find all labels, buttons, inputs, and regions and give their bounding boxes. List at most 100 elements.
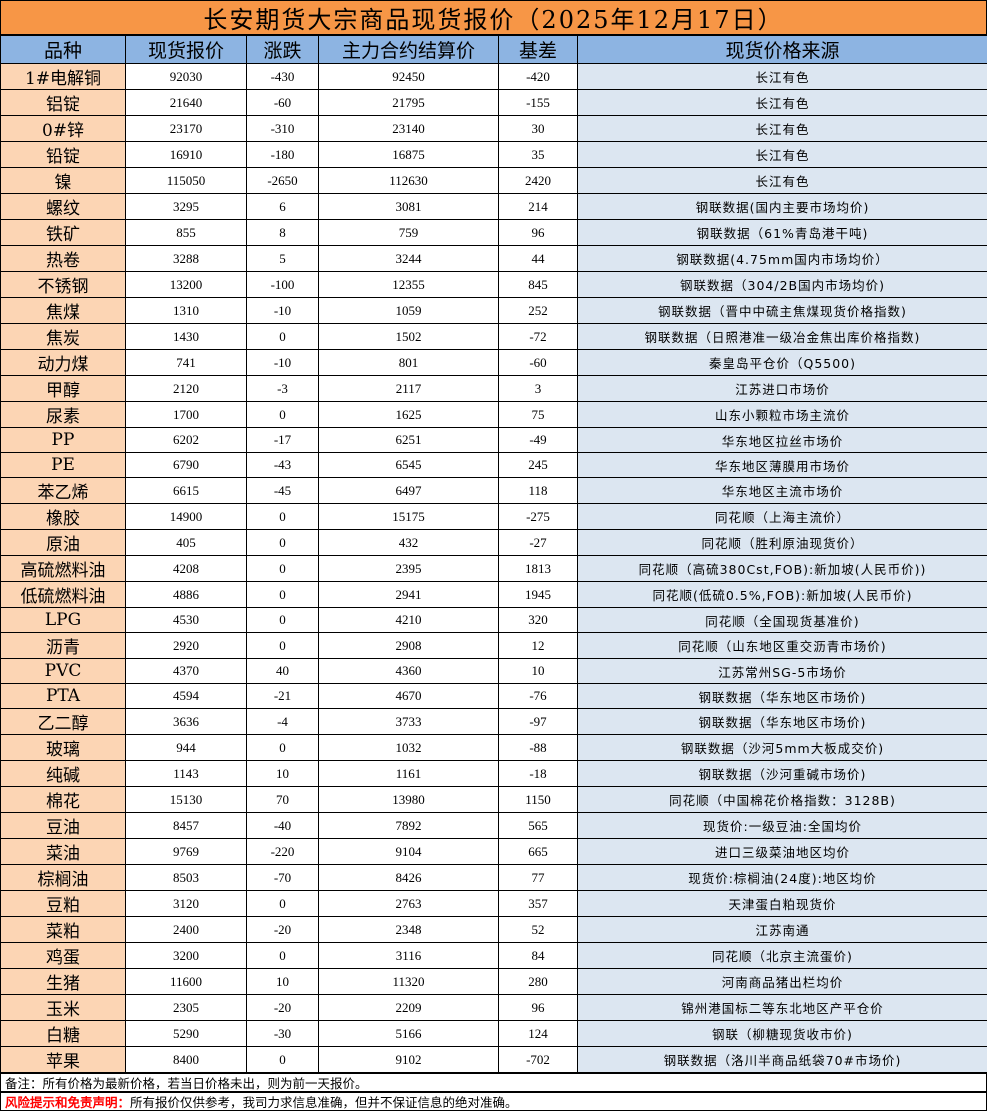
cell-spot-price: 741 bbox=[126, 350, 247, 376]
cell-basis: 52 bbox=[499, 917, 578, 943]
cell-change: 0 bbox=[247, 735, 319, 761]
cell-source: 秦皇岛平仓价（Q5500) bbox=[578, 350, 987, 376]
cell-basis: -420 bbox=[499, 64, 578, 90]
cell-change: -20 bbox=[247, 995, 319, 1021]
cell-basis: 320 bbox=[499, 608, 578, 633]
cell-spot-price: 855 bbox=[126, 220, 247, 246]
note: 备注：所有价格为最新价格，若当日价格未出，则为前一天报价。 bbox=[0, 1073, 987, 1092]
cell-settlement: 4210 bbox=[319, 608, 499, 633]
header-commodity: 品种 bbox=[1, 36, 126, 64]
cell-settlement: 16875 bbox=[319, 142, 499, 168]
header-row: 品种 现货报价 涨跌 主力合约结算价 基差 现货价格来源 bbox=[1, 36, 987, 64]
cell-commodity: 高硫燃料油 bbox=[1, 556, 126, 582]
cell-basis: -27 bbox=[499, 530, 578, 556]
cell-commodity: 铅锭 bbox=[1, 142, 126, 168]
cell-spot-price: 16910 bbox=[126, 142, 247, 168]
cell-basis: 30 bbox=[499, 116, 578, 142]
cell-spot-price: 6790 bbox=[126, 453, 247, 478]
cell-source: 长江有色 bbox=[578, 168, 987, 194]
cell-spot-price: 1700 bbox=[126, 402, 247, 428]
cell-spot-price: 4594 bbox=[126, 684, 247, 709]
cell-spot-price: 3120 bbox=[126, 891, 247, 917]
cell-settlement: 8426 bbox=[319, 865, 499, 891]
cell-commodity: 玻璃 bbox=[1, 735, 126, 761]
cell-settlement: 2908 bbox=[319, 633, 499, 659]
cell-settlement: 4360 bbox=[319, 659, 499, 684]
cell-change: 40 bbox=[247, 659, 319, 684]
cell-commodity: 1#电解铜 bbox=[1, 64, 126, 90]
cell-commodity: 沥青 bbox=[1, 633, 126, 659]
cell-settlement: 759 bbox=[319, 220, 499, 246]
cell-commodity: 菜油 bbox=[1, 839, 126, 865]
cell-spot-price: 2920 bbox=[126, 633, 247, 659]
cell-settlement: 9104 bbox=[319, 839, 499, 865]
cell-source: 现货价:一级豆油:全国均价 bbox=[578, 813, 987, 839]
cell-change: -17 bbox=[247, 428, 319, 453]
cell-source: 江苏常州SG-5市场价 bbox=[578, 659, 987, 684]
cell-commodity: 铝锭 bbox=[1, 90, 126, 116]
cell-source: 河南商品猪出栏均价 bbox=[578, 969, 987, 995]
cell-source: 天津蛋白粕现货价 bbox=[578, 891, 987, 917]
cell-change: 0 bbox=[247, 556, 319, 582]
cell-source: 钢联数据（华东地区市场价) bbox=[578, 684, 987, 709]
cell-commodity: 生猪 bbox=[1, 969, 126, 995]
cell-source: 进口三级菜油地区均价 bbox=[578, 839, 987, 865]
cell-change: 0 bbox=[247, 504, 319, 530]
cell-source: 钢联数据（沙河5mm大板成交价) bbox=[578, 735, 987, 761]
cell-settlement: 1032 bbox=[319, 735, 499, 761]
disclaimer: 风险提示和免责声明： 所有报价仅供参考，我司力求信息准确，但并不保证信息的绝对准… bbox=[0, 1092, 987, 1111]
cell-commodity: PP bbox=[1, 428, 126, 453]
cell-basis: 118 bbox=[499, 478, 578, 504]
cell-basis: 124 bbox=[499, 1021, 578, 1047]
cell-basis: 845 bbox=[499, 272, 578, 298]
cell-commodity: 甲醇 bbox=[1, 376, 126, 402]
cell-commodity: 棕榈油 bbox=[1, 865, 126, 891]
cell-spot-price: 8400 bbox=[126, 1047, 247, 1073]
cell-change: 6 bbox=[247, 194, 319, 220]
cell-spot-price: 3288 bbox=[126, 246, 247, 272]
cell-spot-price: 8457 bbox=[126, 813, 247, 839]
cell-commodity: 0#锌 bbox=[1, 116, 126, 142]
cell-change: -60 bbox=[247, 90, 319, 116]
cell-commodity: 苯乙烯 bbox=[1, 478, 126, 504]
cell-source: 钢联数据（61%青岛港干吨) bbox=[578, 220, 987, 246]
cell-change: 0 bbox=[247, 324, 319, 350]
cell-commodity: 焦炭 bbox=[1, 324, 126, 350]
cell-change: 0 bbox=[247, 608, 319, 633]
cell-settlement: 9102 bbox=[319, 1047, 499, 1073]
cell-commodity: 鸡蛋 bbox=[1, 943, 126, 969]
cell-settlement: 3733 bbox=[319, 709, 499, 735]
cell-change: 8 bbox=[247, 220, 319, 246]
cell-commodity: 低硫燃料油 bbox=[1, 582, 126, 608]
cell-basis: 12 bbox=[499, 633, 578, 659]
cell-commodity: 镍 bbox=[1, 168, 126, 194]
cell-settlement: 2209 bbox=[319, 995, 499, 1021]
cell-change: 0 bbox=[247, 582, 319, 608]
cell-commodity: 纯碱 bbox=[1, 761, 126, 787]
cell-commodity: 白糖 bbox=[1, 1021, 126, 1047]
cell-spot-price: 115050 bbox=[126, 168, 247, 194]
cell-change: 0 bbox=[247, 891, 319, 917]
cell-spot-price: 9769 bbox=[126, 839, 247, 865]
cell-change: 70 bbox=[247, 787, 319, 813]
cell-source: 长江有色 bbox=[578, 90, 987, 116]
cell-commodity: 尿素 bbox=[1, 402, 126, 428]
cell-source: 钢联数据（日照港准一级冶金焦出库价格指数) bbox=[578, 324, 987, 350]
cell-spot-price: 405 bbox=[126, 530, 247, 556]
cell-basis: 280 bbox=[499, 969, 578, 995]
cell-settlement: 12355 bbox=[319, 272, 499, 298]
cell-settlement: 92450 bbox=[319, 64, 499, 90]
